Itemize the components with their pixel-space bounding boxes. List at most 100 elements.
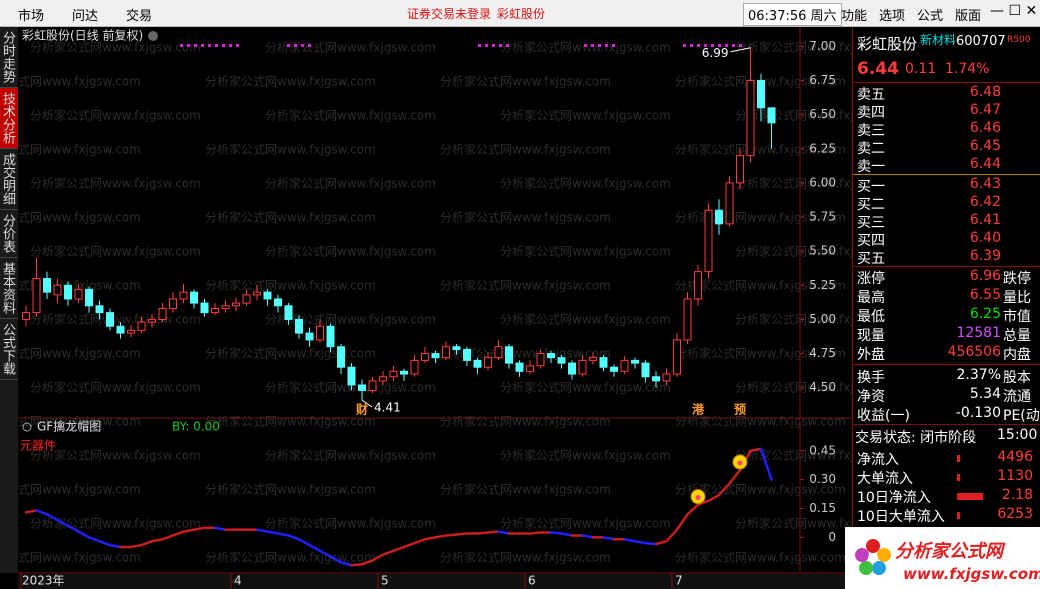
signal-dot <box>584 44 587 47</box>
watermark: 分析家公式网www.fxjgsw.com <box>205 278 376 293</box>
indicator-segment <box>24 509 38 514</box>
book-price: 6.39 <box>969 248 1001 264</box>
stat-label: 换手 <box>857 370 885 386</box>
y-tick-label: 0.45 <box>809 443 836 457</box>
watermark: 分析家公式网www.fxjgsw.com <box>265 516 436 531</box>
menu-item[interactable]: 市场 <box>18 9 45 24</box>
signal-dot <box>591 44 594 47</box>
candle-body <box>74 288 83 300</box>
candle-body <box>64 284 72 300</box>
book-label: 卖三 <box>857 123 885 139</box>
indicator-segment <box>444 533 458 537</box>
indicator-segment <box>633 539 647 545</box>
y-tick-label: 0.15 <box>809 501 836 515</box>
menu-item[interactable]: 问达 <box>72 9 99 24</box>
indicator-title: GF擒龙帽图 <box>37 419 101 434</box>
candle-body <box>757 80 765 109</box>
signal-dot <box>194 44 197 47</box>
event-marker: 港 <box>692 402 705 417</box>
watermark: 分析家公式网www.fxjgsw.com <box>205 482 376 497</box>
indicator-segment <box>707 493 721 503</box>
watermark: 分析家公式网www.fxjgsw.com <box>735 176 852 191</box>
indicator-segment <box>665 528 679 543</box>
watermark: 分析家公式网www.fxjgsw.com <box>265 380 436 395</box>
y-tick-label: 6.50 <box>809 107 836 121</box>
y-tick-label: 0 <box>828 530 836 544</box>
watermark: 分析家公式网www.fxjgsw.com <box>205 210 376 225</box>
tool-item[interactable]: 公式 <box>917 9 944 24</box>
signal-dot <box>478 44 481 47</box>
signal-dot <box>690 44 693 47</box>
tool-item[interactable]: 版面 <box>955 9 982 24</box>
watermark: 分析家公式网www.fxjgsw.com <box>675 550 846 565</box>
indicator-segment <box>35 509 49 516</box>
candle-body <box>169 298 177 310</box>
side-tabs: 分时走势 技术分析 成交明细 分价表 基本资料 公式下载 <box>0 27 18 573</box>
book-label: 卖四 <box>857 105 885 121</box>
watermark: 分析家公式网www.fxjgsw.com <box>265 448 436 463</box>
y-tick-label: 6.00 <box>809 175 836 189</box>
stat-value: -0.130 <box>955 405 1001 421</box>
stat-label: 最高 <box>857 290 885 306</box>
indicator-subtitle: BY: 0.00 <box>172 420 220 434</box>
stat-value: 5.34 <box>969 386 1001 402</box>
flow-bar <box>957 493 983 500</box>
event-marker: 财 <box>355 402 368 417</box>
stat-label: 收益(一) <box>857 408 910 424</box>
indicator-segment <box>266 530 280 535</box>
candle-body <box>526 365 534 372</box>
watermark: 分析家公式网www.fxjgsw.com <box>440 550 611 565</box>
book-label: 买三 <box>857 215 885 231</box>
side-tab[interactable]: 公式下载 <box>0 319 18 380</box>
watermark: 分析家公式网www.fxjgsw.com <box>265 244 436 259</box>
stat-tail: 市值 <box>1003 309 1031 325</box>
candle-body <box>148 318 156 323</box>
x-tick-label: 4 <box>234 574 242 588</box>
tool-item[interactable]: 功能 <box>841 9 868 24</box>
window-controls[interactable]: — ☐ ✕ <box>990 3 1038 19</box>
stat-value: 6.25 <box>969 306 1001 322</box>
candle-body <box>232 302 240 307</box>
candle-body <box>295 318 303 334</box>
stat-tail: 跌停 <box>1003 271 1031 287</box>
signal-dot <box>598 44 601 47</box>
side-tab[interactable]: 分价表 <box>0 210 18 258</box>
candle-body <box>284 305 293 320</box>
watermark: 分析家公式网www.fxjgsw.com <box>205 414 376 429</box>
candle-body <box>683 298 692 341</box>
indicator-segment <box>434 534 448 539</box>
candle-body <box>263 291 272 300</box>
indicator-segment <box>581 534 595 539</box>
candle-body <box>389 370 398 378</box>
watermark: 分析家公式网www.fxjgsw.com <box>30 40 201 55</box>
watermark: 分析家公式网www.fxjgsw.com <box>30 448 201 463</box>
watermark: 分析家公式网www.fxjgsw.com <box>735 40 852 55</box>
side-tab[interactable]: 技术分析 <box>0 88 18 149</box>
logo-icon <box>855 539 891 575</box>
candle-body <box>736 155 744 184</box>
candle-body <box>442 346 450 359</box>
login-notice[interactable]: 证券交易未登录 <box>407 7 492 21</box>
candle-body <box>305 332 314 341</box>
indicator-segment <box>371 553 385 562</box>
tool-item[interactable]: 选项 <box>879 9 906 24</box>
signal-dot <box>732 44 735 47</box>
menu-item[interactable]: 交易 <box>126 9 153 24</box>
signal-dot <box>704 44 707 47</box>
side-tab[interactable]: 分时走势 <box>0 27 18 88</box>
indicator-segment <box>161 534 175 541</box>
quote-panel: 彩虹股份 新材料 600707 R500 6.44 0.11 1.74% 交易状… <box>845 27 1040 589</box>
indicator-segment <box>87 536 101 543</box>
clock: 06:37:56 周六 <box>743 3 842 26</box>
flow-value: 6253 <box>997 506 1033 522</box>
signal-dot <box>180 44 183 47</box>
stat-label: 最低 <box>857 309 885 325</box>
indicator-segment <box>486 530 500 534</box>
side-tab[interactable]: 成交明细 <box>0 149 18 210</box>
signal-dot <box>229 44 232 47</box>
candle-body <box>53 284 62 296</box>
candle-body <box>568 362 576 375</box>
side-tab[interactable]: 基本资料 <box>0 258 18 319</box>
flow-bar <box>957 455 960 462</box>
watermark: 分析家公式网www.fxjgsw.com <box>30 108 201 123</box>
